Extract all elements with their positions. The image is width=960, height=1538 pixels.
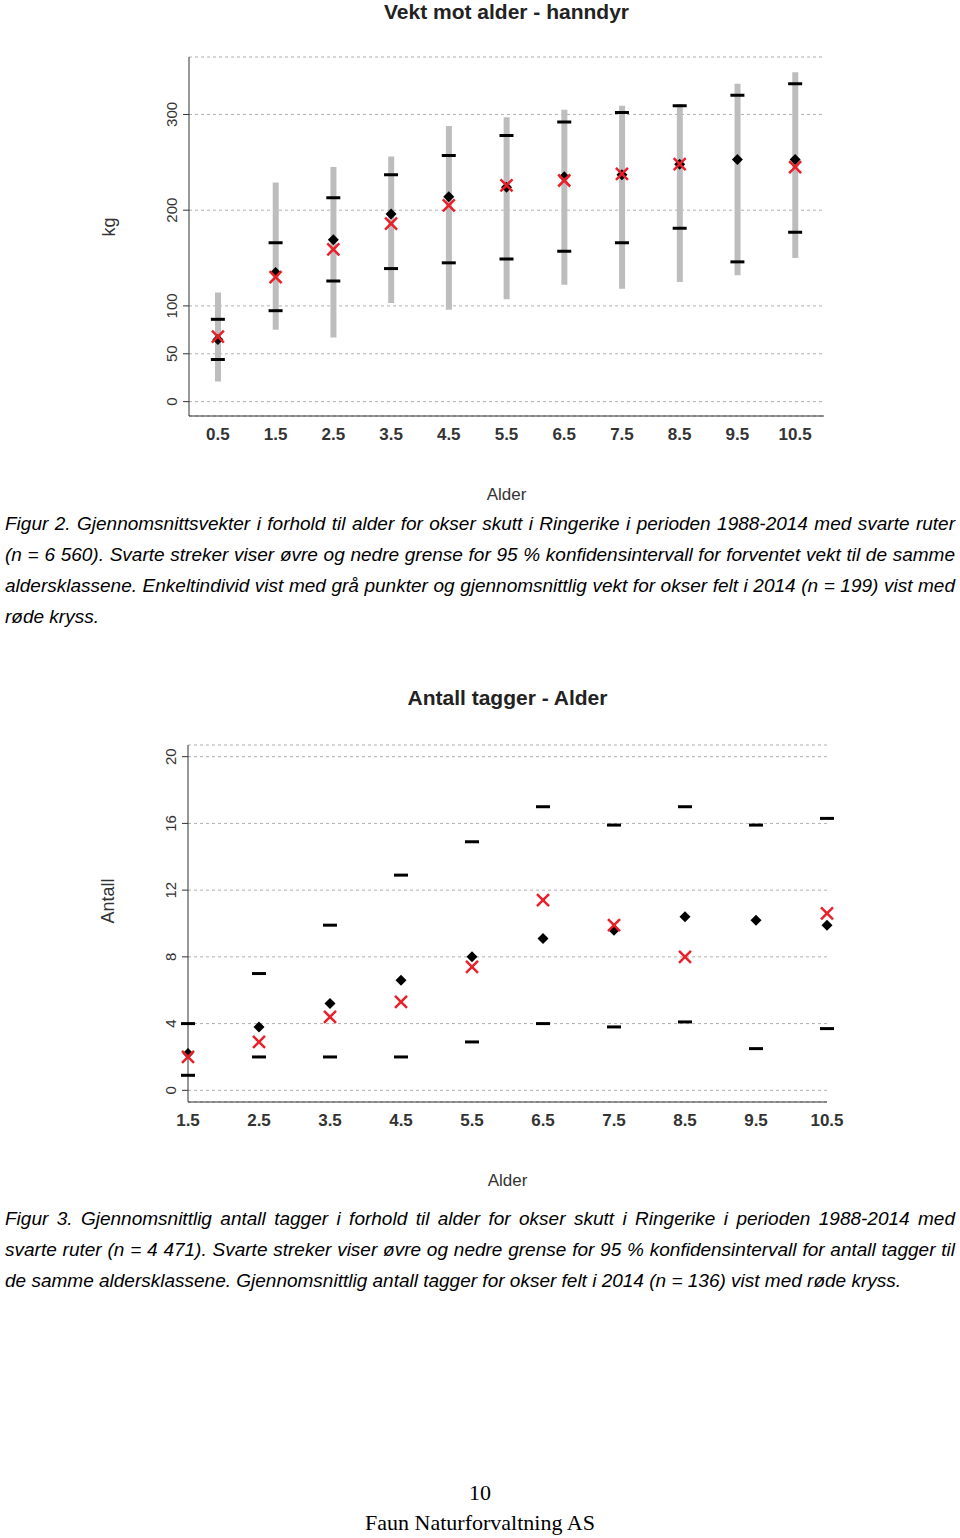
svg-text:5.5: 5.5 (495, 425, 519, 444)
html-text:Vekt mot alder - hanndyr: Vekt mot alder - hanndyr (384, 0, 629, 23)
svg-text:0.5: 0.5 (206, 425, 230, 444)
svg-text:1.5: 1.5 (264, 425, 288, 444)
html-text:Faun Naturforvaltning AS: Faun Naturforvaltning AS (365, 1510, 595, 1535)
svg-text:9.5: 9.5 (744, 1111, 768, 1130)
svg-text:3.5: 3.5 (318, 1111, 342, 1130)
svg-text:3.5: 3.5 (379, 425, 403, 444)
svg-text:6.5: 6.5 (531, 1111, 555, 1130)
svg-text:1.5: 1.5 (176, 1111, 200, 1130)
svg-text:7.5: 7.5 (610, 425, 634, 444)
svg-text:Alder: Alder (487, 485, 527, 504)
svg-text:100: 100 (163, 293, 180, 318)
svg-text:4.5: 4.5 (437, 425, 461, 444)
svg-text:Alder: Alder (488, 1171, 528, 1190)
svg-text:Antall: Antall (98, 878, 118, 923)
svg-text:7.5: 7.5 (602, 1111, 626, 1130)
svg-text:2.5: 2.5 (321, 425, 345, 444)
html-text:Figur 3.: Figur 3. (5, 1208, 73, 1229)
svg-text:4.5: 4.5 (389, 1111, 413, 1130)
svg-text:8.5: 8.5 (673, 1111, 697, 1130)
html-text:10: 10 (469, 1480, 491, 1505)
svg-text:16: 16 (162, 815, 179, 832)
svg-text:0: 0 (162, 1086, 179, 1094)
svg-text:20: 20 (162, 748, 179, 765)
svg-text:10.5: 10.5 (779, 425, 812, 444)
svg-text:5.5: 5.5 (460, 1111, 484, 1130)
svg-text:6.5: 6.5 (552, 425, 576, 444)
svg-text:9.5: 9.5 (726, 425, 750, 444)
svg-text:8: 8 (162, 953, 179, 961)
svg-text:kg: kg (99, 217, 119, 236)
svg-text:200: 200 (163, 198, 180, 223)
svg-text:12: 12 (162, 882, 179, 899)
svg-text:10.5: 10.5 (810, 1111, 843, 1130)
svg-text:300: 300 (163, 102, 180, 127)
svg-text:0: 0 (163, 397, 180, 405)
svg-text:8.5: 8.5 (668, 425, 692, 444)
html-text:Antall tagger - Alder: Antall tagger - Alder (407, 686, 608, 709)
svg-text:2.5: 2.5 (247, 1111, 271, 1130)
svg-text:4: 4 (162, 1019, 179, 1027)
html-text:Figur 2. Gjennomsnittsvekter i: Figur 2. Gjennomsnittsvekter i forhold t… (5, 513, 955, 627)
svg-text:50: 50 (163, 345, 180, 362)
html-text:Gjennomsnittlig antall tagger: Gjennomsnittlig antall tagger i forhold … (5, 1208, 955, 1291)
